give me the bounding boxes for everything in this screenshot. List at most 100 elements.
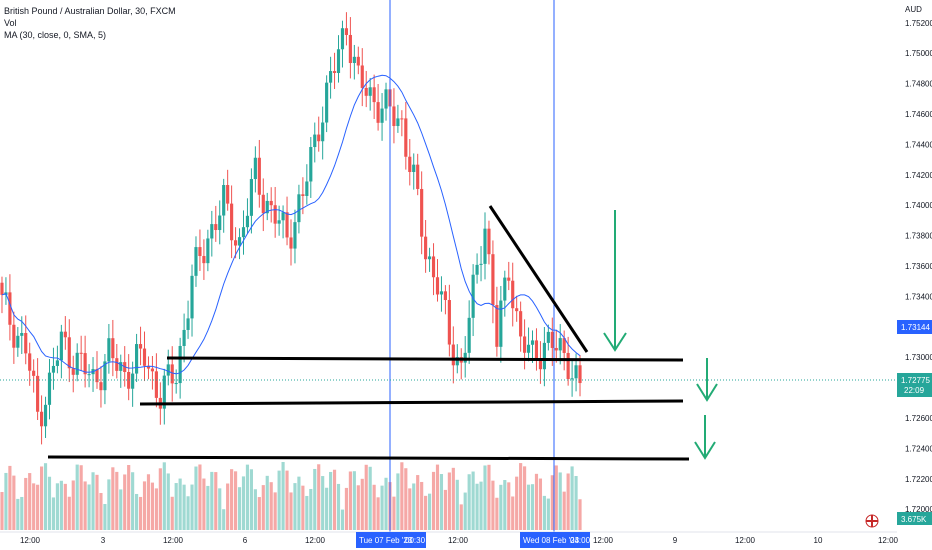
ma-path — [1, 74, 581, 375]
candle-body — [554, 347, 558, 351]
volume-bar — [166, 473, 170, 530]
support-line-1[interactable] — [166, 356, 684, 362]
flag-icon[interactable] — [865, 514, 879, 528]
down-arrow-2[interactable] — [696, 358, 718, 402]
volume-bar — [12, 475, 16, 530]
price-axis[interactable]: AUD 1.75200 1.75000 1.74800 1.74600 1.74400 1… — [897, 0, 932, 532]
candle-body — [166, 364, 170, 376]
candle-body — [289, 237, 293, 249]
down-arrow-1[interactable] — [603, 210, 627, 352]
volume-bar — [198, 464, 202, 530]
volume-bar — [285, 470, 289, 530]
candle-body — [519, 311, 523, 337]
candle-body — [329, 71, 333, 83]
candle-body — [392, 106, 396, 127]
volume-bar — [43, 463, 48, 530]
candle-body — [71, 368, 75, 375]
volume-bar — [546, 498, 550, 530]
volume-legend[interactable]: Vol — [4, 18, 17, 28]
volume-bar — [499, 484, 503, 530]
candle-body — [503, 277, 507, 301]
volume-bar — [214, 472, 218, 530]
candle-body — [416, 164, 420, 189]
candle-body — [51, 365, 56, 373]
volume-bar — [439, 474, 444, 530]
ma-legend[interactable]: MA (30, close, 0, SMA, 5) — [4, 30, 107, 40]
candle-body — [305, 181, 309, 196]
candle-body — [408, 156, 412, 173]
volume-bar — [119, 489, 123, 530]
volume-bar — [51, 497, 56, 530]
volume-bar — [475, 483, 479, 530]
candle-body — [491, 254, 495, 306]
volume-bar — [542, 495, 546, 530]
volume-bar — [63, 483, 67, 530]
currency-label: AUD — [905, 5, 922, 14]
volume-bar — [20, 496, 24, 530]
candle-body — [420, 188, 424, 237]
time-axis[interactable]: 12:00 3 12:00 6 12:00 12:00 12:00 9 12:00 10 12:00… — [0, 531, 899, 550]
trendline-resistance[interactable] — [488, 205, 589, 353]
candle-body — [83, 353, 87, 375]
volume-bar — [376, 497, 380, 530]
volume-bar — [340, 509, 345, 530]
volume-bar — [519, 463, 523, 530]
candle-body — [344, 28, 349, 35]
volume-bar — [16, 498, 20, 530]
volume-bar — [392, 496, 396, 530]
support-line-2[interactable] — [139, 399, 684, 406]
volume-bar — [32, 483, 36, 530]
support-line-3[interactable] — [47, 455, 690, 461]
candle-body — [435, 277, 440, 295]
time-highlight-2-time: 04:00 — [570, 536, 591, 545]
volume-bar — [503, 480, 507, 530]
candle-body — [431, 256, 436, 278]
candle-body — [340, 28, 345, 50]
candle-body — [396, 118, 400, 127]
volume-bar — [380, 485, 384, 530]
candle-body — [154, 371, 158, 398]
candle-body — [146, 365, 151, 369]
y-tick-label: 1.74200 — [905, 171, 932, 180]
candle-body — [325, 82, 329, 123]
down-arrow-3[interactable] — [694, 415, 716, 460]
volume-bar — [562, 491, 566, 530]
volume-bar — [71, 480, 75, 530]
volume-bar — [277, 470, 281, 530]
candle-body — [28, 353, 32, 371]
candle-body — [424, 236, 428, 260]
candle-body — [542, 342, 546, 370]
candle-body — [475, 264, 479, 275]
candle-body — [63, 331, 67, 338]
volume-bar — [447, 472, 451, 530]
volume-bar — [483, 465, 487, 530]
candle-body — [495, 305, 499, 347]
candle-body — [36, 375, 40, 412]
volume-bar — [463, 492, 467, 530]
volume-bar — [459, 504, 463, 530]
volume-bar — [150, 482, 155, 530]
candle-body — [562, 338, 566, 353]
candle-body — [297, 194, 301, 223]
symbol-title[interactable]: British Pound / Australian Dollar, 30, F… — [4, 6, 176, 16]
candle-body — [309, 147, 313, 182]
candle-body — [218, 215, 222, 231]
volume-bar — [317, 464, 321, 530]
volume-bar — [491, 480, 495, 530]
volume-bar — [487, 464, 491, 530]
volume-bar — [530, 484, 535, 530]
volume-bar — [261, 485, 265, 530]
candle-body — [487, 228, 491, 255]
candle-body — [119, 362, 123, 371]
volume-bar — [420, 481, 424, 530]
candle-body — [131, 373, 135, 389]
candle-body — [364, 87, 368, 96]
candle-body — [206, 238, 210, 264]
volume-bar — [249, 469, 253, 530]
volume-bar — [372, 484, 376, 530]
candle-body — [87, 374, 91, 376]
volume-bar — [202, 478, 206, 530]
last-price-text: 1.72775 — [901, 376, 930, 385]
volume-bar — [107, 479, 111, 530]
